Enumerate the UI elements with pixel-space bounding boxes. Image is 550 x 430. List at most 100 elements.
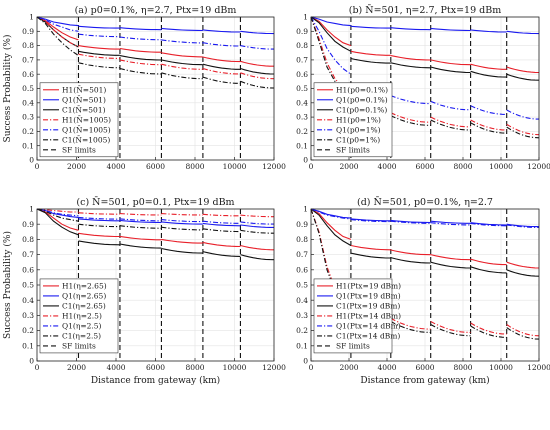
legend-label: Q1(N̄=1005) <box>62 125 111 134</box>
series-line <box>78 33 120 38</box>
y-tick-label: 1 <box>303 13 308 22</box>
series-line <box>119 36 162 41</box>
series-line <box>161 238 203 244</box>
series-line <box>161 59 203 66</box>
series-line <box>430 261 471 269</box>
y-tick-label: 0.6 <box>296 265 308 274</box>
series-line <box>78 223 120 228</box>
legend-label: H1(Ptx=14 dBm) <box>336 312 401 321</box>
x-tick-label: 10000 <box>489 162 513 171</box>
series-line <box>202 29 241 33</box>
series-line <box>506 269 540 277</box>
series-line <box>240 45 274 50</box>
x-tick-label: 0 <box>309 363 314 372</box>
series-line <box>310 16 352 52</box>
legend-label: H1(η=2.65) <box>62 282 107 291</box>
legend-label: H1(p0=0.1%) <box>336 85 388 94</box>
legend-label: Q1(η=2.65) <box>62 292 106 301</box>
y-tick-label: 0.2 <box>22 326 34 335</box>
legend-label: H1(N̄=501) <box>62 85 106 94</box>
y-tick-label: 0.2 <box>296 127 308 136</box>
series-line <box>390 219 431 224</box>
series-line <box>430 100 471 111</box>
series-line <box>390 115 431 126</box>
series-line <box>470 63 507 70</box>
series-line <box>240 254 275 261</box>
series-line <box>78 45 120 50</box>
series-line <box>506 261 540 269</box>
y-tick-label: 0 <box>303 156 308 165</box>
x-tick-label: 12000 <box>262 363 286 372</box>
x-tick-label: 10000 <box>223 363 247 372</box>
legend-label: C1(η=2.65) <box>62 302 106 311</box>
series-line <box>506 123 540 136</box>
y-tick-label: 0.4 <box>22 98 34 107</box>
x-tick-label: 4000 <box>106 162 125 171</box>
series-line <box>506 66 540 74</box>
series-line <box>202 213 241 217</box>
series-line <box>470 222 507 227</box>
series-line <box>350 50 391 56</box>
series-line <box>390 95 431 105</box>
legend-label: SF limits <box>336 342 370 351</box>
series-line <box>36 208 79 217</box>
series-line <box>240 67 275 75</box>
series-line <box>430 66 471 74</box>
series-line <box>36 16 79 57</box>
series-line <box>119 243 162 249</box>
series-line <box>161 213 203 216</box>
x-tick-label: 4000 <box>377 162 396 171</box>
x-tick-label: 2000 <box>67 363 86 372</box>
series-line <box>119 225 162 229</box>
y-tick-label: 0.1 <box>296 141 308 150</box>
y-tick-label: 0.4 <box>296 98 308 107</box>
series-line <box>470 105 507 116</box>
x-tick-label: 12000 <box>262 162 286 171</box>
series-line <box>161 27 203 32</box>
x-tick-label: 4000 <box>106 363 125 372</box>
series-line <box>350 244 391 251</box>
series-line <box>202 42 241 47</box>
y-tick-label: 0.5 <box>296 84 308 93</box>
legend-label: C1(N̄=1005) <box>62 135 110 144</box>
y-tick-label: 0.3 <box>22 311 34 320</box>
series-line <box>390 112 431 123</box>
series-line <box>78 216 120 220</box>
series-line <box>161 72 203 80</box>
series-line <box>506 327 540 340</box>
chart-title: (d) N̄=501, p0=0.1%, η=2.7 <box>357 196 493 208</box>
y-tick-label: 0.1 <box>22 341 34 350</box>
series-line <box>310 208 351 220</box>
series-line <box>202 67 241 75</box>
series-line <box>430 254 471 261</box>
legend-label: C1(N̄=501) <box>62 105 106 114</box>
x-tick-label: 8000 <box>453 363 472 372</box>
legend-label: SF limits <box>62 145 96 154</box>
series-line <box>430 321 471 333</box>
y-tick-label: 0 <box>303 357 308 366</box>
series-line <box>350 218 391 222</box>
series-line <box>470 70 507 78</box>
series-line <box>161 63 203 70</box>
y-tick-label: 1 <box>303 205 308 214</box>
x-axis-label: Distance from gateway (km) <box>91 375 220 386</box>
y-tick-label: 1 <box>29 13 34 22</box>
series-line <box>202 228 241 233</box>
chart-panel-4: 0 0.1 0.2 0.3 0.4 0.5 0.6 0.7 0.8 0.9 1 0 2000 4000 60… <box>296 196 550 386</box>
y-tick-label: 0.5 <box>22 281 34 290</box>
series-line <box>240 224 274 228</box>
legend-label: Q1(p0=0.1%) <box>336 95 388 104</box>
series-line <box>506 73 540 81</box>
y-tick-label: 0.8 <box>296 41 308 50</box>
legend-label: Q1(p0=1%) <box>336 125 381 134</box>
series-line <box>202 56 241 63</box>
series-line <box>161 52 203 58</box>
series-line <box>36 208 79 213</box>
y-axis-label: Success Probability (%) <box>2 231 13 339</box>
y-tick-label: 0.1 <box>296 341 308 350</box>
legend-label: SF limits <box>62 342 96 351</box>
legend-box <box>39 82 119 158</box>
legend-label: C1(Ptx=19 dBm) <box>336 302 400 311</box>
series-line <box>78 232 120 238</box>
